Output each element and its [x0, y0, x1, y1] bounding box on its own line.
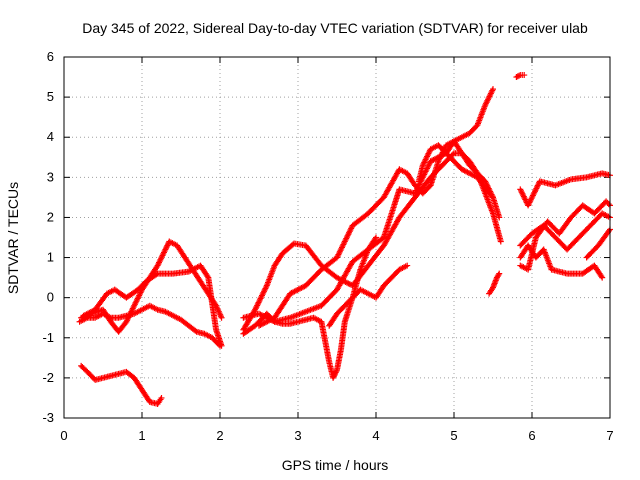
y-axis-label: SDTVAR / TECUs: [5, 182, 21, 294]
data-point: [218, 314, 225, 321]
data-point: [603, 198, 610, 205]
data-point: [605, 201, 612, 208]
data-point: [204, 273, 211, 280]
series-5: [240, 234, 379, 381]
y-tick-label: 0: [47, 290, 54, 305]
series-16: [517, 242, 606, 281]
series-12: [513, 72, 528, 81]
axis-ticks: 0 1 2 3 4 5 6 7 -3 -2 -1 0 1 2 3 4 5 6: [42, 49, 613, 443]
data-point: [598, 273, 605, 280]
y-tick-label: 1: [47, 250, 54, 265]
data-point: [333, 368, 340, 375]
data-point: [495, 271, 502, 278]
data-point: [163, 243, 170, 250]
x-axis-label: GPS time / hours: [282, 457, 389, 473]
data-point: [164, 242, 171, 249]
data-points: [76, 72, 613, 407]
y-tick-label: -3: [42, 410, 54, 425]
data-point: [497, 238, 504, 245]
x-tick-label: 5: [450, 428, 457, 443]
y-tick-label: 6: [47, 49, 54, 64]
series-4: [80, 262, 225, 349]
data-point: [158, 394, 165, 401]
x-tick-label: 3: [294, 428, 301, 443]
data-point: [373, 234, 379, 241]
y-tick-label: 2: [47, 209, 54, 224]
data-point: [332, 370, 339, 377]
data-point: [404, 262, 411, 269]
data-point: [496, 270, 503, 277]
y-tick-label: 5: [47, 89, 54, 104]
data-point: [449, 151, 456, 158]
data-point: [330, 373, 337, 380]
series-11: [486, 270, 503, 297]
series-15: [517, 210, 613, 253]
series-9: [326, 262, 411, 329]
series-2: [78, 238, 225, 335]
data-point: [521, 72, 528, 79]
grid: [64, 57, 610, 418]
series-1: [78, 362, 165, 407]
series-7: [240, 150, 496, 325]
data-point: [218, 342, 225, 349]
y-tick-label: 3: [47, 169, 54, 184]
data-point: [599, 274, 606, 281]
data-point: [606, 227, 613, 234]
data-point: [496, 214, 503, 221]
data-point: [330, 374, 337, 381]
data-point: [372, 235, 379, 242]
data-point: [332, 369, 339, 376]
series-10: [415, 138, 503, 221]
data-point: [162, 246, 169, 253]
data-point: [516, 72, 522, 79]
data-point: [153, 271, 160, 278]
x-tick-label: 7: [606, 428, 613, 443]
x-tick-label: 1: [138, 428, 145, 443]
plot-frame: [63, 56, 611, 419]
series-17: [583, 226, 613, 261]
data-point: [490, 86, 496, 93]
x-tick-label: 2: [216, 428, 223, 443]
x-tick-label: 6: [528, 428, 535, 443]
series-13: [517, 170, 613, 209]
y-tick-label: -2: [42, 370, 54, 385]
y-tick-label: 4: [47, 129, 54, 144]
y-tick-label: -1: [42, 330, 54, 345]
x-tick-label: 4: [372, 428, 379, 443]
x-tick-label: 0: [60, 428, 67, 443]
data-point: [163, 245, 170, 252]
series-3: [76, 302, 223, 349]
series-8: [256, 86, 496, 329]
chart-title: Day 345 of 2022, Sidereal Day-to-day VTE…: [82, 20, 588, 36]
data-point: [331, 372, 338, 379]
